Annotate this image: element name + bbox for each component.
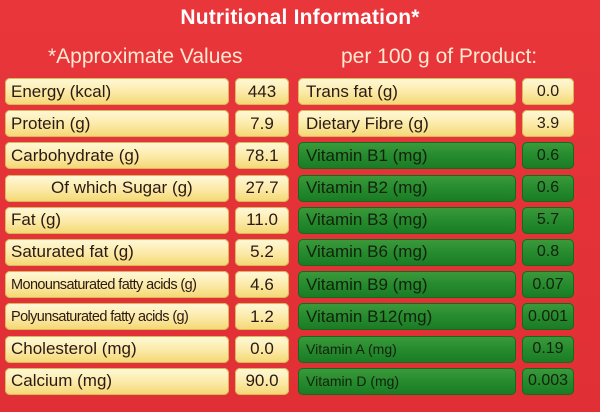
panel-title: Nutritional Information* <box>180 6 420 29</box>
nutrient-label: Cholesterol (mg) <box>5 335 229 363</box>
nutrient-label: Calcium (mg) <box>5 367 229 395</box>
nutrient-row-vitamin-b3: Vitamin B3 (mg) 5.7 <box>298 206 574 234</box>
right-nutrient-column: Trans fat (g) 0.0 Dietary Fibre (g) 3.9 … <box>298 78 574 400</box>
nutrient-row-vitamin-b9: Vitamin B9 (mg) 0.07 <box>298 271 574 299</box>
nutrient-label: Energy (kcal) <box>5 78 229 105</box>
nutrient-label: Protein (g) <box>5 110 229 138</box>
nutrient-value: 27.7 <box>235 174 289 202</box>
nutrient-label: Fat (g) <box>5 206 229 234</box>
nutrient-label: Of which Sugar (g) <box>5 174 229 202</box>
nutrient-row-monounsaturated: Monounsaturated fatty acids (g) 4.6 <box>5 271 289 299</box>
nutrient-value: 0.8 <box>522 238 574 266</box>
nutrient-row-energy: Energy (kcal) 443 <box>5 78 289 105</box>
nutrient-value: 3.9 <box>522 110 574 138</box>
nutrient-row-cholesterol: Cholesterol (mg) 0.0 <box>5 335 289 363</box>
nutrient-row-vitamin-b12: Vitamin B12(mg) 0.001 <box>298 303 574 331</box>
nutrient-row-dietary-fibre: Dietary Fibre (g) 3.9 <box>298 110 574 138</box>
nutrient-row-vitamin-b6: Vitamin B6 (mg) 0.8 <box>298 238 574 266</box>
nutrient-value: 5.7 <box>522 206 574 234</box>
nutrient-row-vitamin-d: Vitamin D (mg) 0.003 <box>298 367 574 395</box>
nutrient-value: 11.0 <box>235 206 289 234</box>
nutrient-label: Dietary Fibre (g) <box>298 110 516 138</box>
nutrient-value: 0.003 <box>522 367 574 395</box>
per-100g-note: per 100 g of Product: <box>341 45 538 68</box>
nutrient-row-calcium: Calcium (mg) 90.0 <box>5 367 289 395</box>
nutrient-label: Vitamin B12(mg) <box>298 303 516 331</box>
nutrient-value: 5.2 <box>235 238 289 266</box>
nutrient-label: Carbohydrate (g) <box>5 142 229 170</box>
nutrient-label: Polyunsaturated fatty acids (g) <box>5 303 229 331</box>
nutrient-value: 1.2 <box>235 303 289 331</box>
nutrient-label: Monounsaturated fatty acids (g) <box>5 271 229 299</box>
nutrient-label: Trans fat (g) <box>298 78 516 105</box>
nutrient-row-trans-fat: Trans fat (g) 0.0 <box>298 78 574 105</box>
nutrient-value: 0.0 <box>235 335 289 363</box>
nutrient-label: Vitamin D (mg) <box>298 367 516 395</box>
nutrient-row-vitamin-b1: Vitamin B1 (mg) 0.6 <box>298 142 574 170</box>
nutrient-label: Vitamin B1 (mg) <box>298 142 516 170</box>
nutrient-row-protein: Protein (g) 7.9 <box>5 110 289 138</box>
nutrient-value: 0.001 <box>522 303 574 331</box>
nutrient-value: 0.19 <box>522 335 574 363</box>
nutrient-value: 0.0 <box>522 78 574 105</box>
nutrient-value: 4.6 <box>235 271 289 299</box>
nutrient-value: 0.6 <box>522 174 574 202</box>
nutrient-value: 0.6 <box>522 142 574 170</box>
nutrient-label: Vitamin B6 (mg) <box>298 238 516 266</box>
left-nutrient-column: Energy (kcal) 443 Protein (g) 7.9 Carboh… <box>5 78 289 400</box>
nutrient-value: 443 <box>235 78 289 105</box>
approximate-values-note: *Approximate Values <box>48 45 243 68</box>
nutrient-value: 78.1 <box>235 142 289 170</box>
nutrient-value: 90.0 <box>235 367 289 395</box>
nutrient-row-vitamin-b2: Vitamin B2 (mg) 0.6 <box>298 174 574 202</box>
nutrient-value: 7.9 <box>235 110 289 138</box>
nutrient-label: Vitamin B3 (mg) <box>298 206 516 234</box>
nutrient-label: Saturated fat (g) <box>5 238 229 266</box>
nutrient-label: Vitamin B2 (mg) <box>298 174 516 202</box>
nutrient-value: 0.07 <box>522 271 574 299</box>
nutrient-row-polyunsaturated: Polyunsaturated fatty acids (g) 1.2 <box>5 303 289 331</box>
nutrient-label: Vitamin B9 (mg) <box>298 271 516 299</box>
nutrient-row-vitamin-a: Vitamin A (mg) 0.19 <box>298 335 574 363</box>
nutrient-row-saturated-fat: Saturated fat (g) 5.2 <box>5 238 289 266</box>
nutrient-row-fat: Fat (g) 11.0 <box>5 206 289 234</box>
nutrient-row-sugar: Of which Sugar (g) 27.7 <box>5 174 289 202</box>
nutrient-label: Vitamin A (mg) <box>298 335 516 363</box>
nutrient-row-carbohydrate: Carbohydrate (g) 78.1 <box>5 142 289 170</box>
